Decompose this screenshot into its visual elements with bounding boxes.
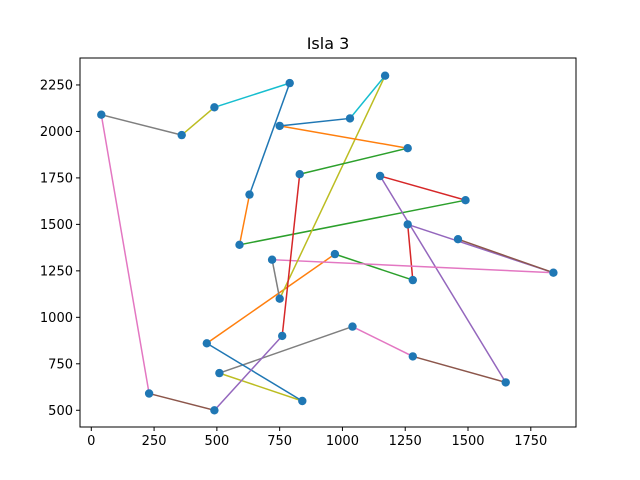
route-segment-18 <box>457 238 555 274</box>
route-segment-24 <box>278 125 409 150</box>
data-point-7 <box>380 71 390 80</box>
data-point-21 <box>278 331 287 341</box>
route-segment-9 <box>411 355 507 384</box>
data-point-8 <box>403 144 412 153</box>
route-segment-27 <box>213 334 284 412</box>
data-point-24 <box>408 352 417 361</box>
data-point-14 <box>403 220 412 229</box>
data-point-4 <box>285 78 294 88</box>
route-segment-13 <box>205 342 304 403</box>
x-tick-label: 500 <box>204 434 229 449</box>
plot-area <box>80 58 576 427</box>
data-point-3 <box>210 103 219 112</box>
route-segment-16 <box>406 223 414 281</box>
route-segment-20 <box>271 258 281 300</box>
route-segment-11 <box>218 325 354 375</box>
route-segment-21 <box>278 74 387 300</box>
segments-layer <box>100 74 555 412</box>
route-segment-22 <box>348 74 387 120</box>
data-point-11 <box>235 240 244 249</box>
route-segment-3 <box>213 82 291 109</box>
route-segment-26 <box>281 173 301 337</box>
y-tick-label: 500 <box>48 404 73 419</box>
route-segment-19 <box>271 258 555 274</box>
data-point-19 <box>330 249 340 259</box>
data-point-22 <box>202 339 211 348</box>
x-tick-label: 1250 <box>389 434 422 449</box>
data-point-26 <box>215 368 224 378</box>
y-axis: 500 750 1000 1250 1500 1750 2000 2250 <box>40 78 80 419</box>
x-tick-label: 750 <box>267 434 292 449</box>
data-point-27 <box>298 396 307 406</box>
x-tick-label: 1000 <box>326 434 359 449</box>
data-point-16 <box>549 268 558 277</box>
data-point-10 <box>245 190 254 199</box>
data-point-28 <box>210 406 219 415</box>
x-tick-label: 1750 <box>514 434 547 449</box>
route-segment-15 <box>333 253 414 282</box>
x-tick-label: 1500 <box>451 434 484 449</box>
route-segment-25 <box>298 147 409 176</box>
chart-title: Isla 3 <box>307 34 350 53</box>
data-point-29 <box>144 389 154 398</box>
data-point-6 <box>345 114 355 123</box>
y-tick-label: 1500 <box>40 218 73 233</box>
route-segment-12 <box>218 372 304 402</box>
plot-frame <box>79 57 577 428</box>
route-segment-28 <box>148 392 216 412</box>
route-segment-14 <box>205 253 336 345</box>
data-point-17 <box>267 255 277 264</box>
route-segment-6 <box>238 199 467 246</box>
data-point-5 <box>275 121 284 131</box>
data-point-1 <box>97 110 106 119</box>
y-tick-label: 1250 <box>40 264 73 279</box>
data-point-25 <box>501 378 510 387</box>
route-segment-1 <box>100 113 183 137</box>
route-segment-29 <box>100 113 150 395</box>
route-segment-10 <box>351 325 414 358</box>
y-tick-label: 1750 <box>40 171 73 186</box>
data-point-18 <box>275 294 284 303</box>
data-point-13 <box>375 171 385 181</box>
data-point-12 <box>461 196 470 205</box>
route-segment-4 <box>248 82 291 196</box>
data-point-15 <box>453 235 463 244</box>
route-segment-7 <box>379 175 467 202</box>
y-tick-label: 2000 <box>40 125 73 140</box>
points-layer <box>97 71 558 415</box>
data-point-2 <box>177 130 186 140</box>
route-segment-2 <box>180 106 216 137</box>
y-tick-label: 2250 <box>40 78 73 93</box>
data-point-23 <box>348 322 357 331</box>
route-segment-23 <box>278 117 351 127</box>
x-axis: 0 250 500 750 1000 1250 1500 1750 <box>87 427 547 449</box>
x-tick-label: 0 <box>87 434 95 449</box>
route-segment-8 <box>379 174 507 384</box>
y-tick-label: 750 <box>48 357 73 372</box>
y-tick-label: 1000 <box>40 311 73 326</box>
route-segment-5 <box>238 193 251 246</box>
data-point-20 <box>408 275 417 285</box>
data-point-9 <box>295 170 304 179</box>
x-tick-label: 250 <box>142 434 167 449</box>
